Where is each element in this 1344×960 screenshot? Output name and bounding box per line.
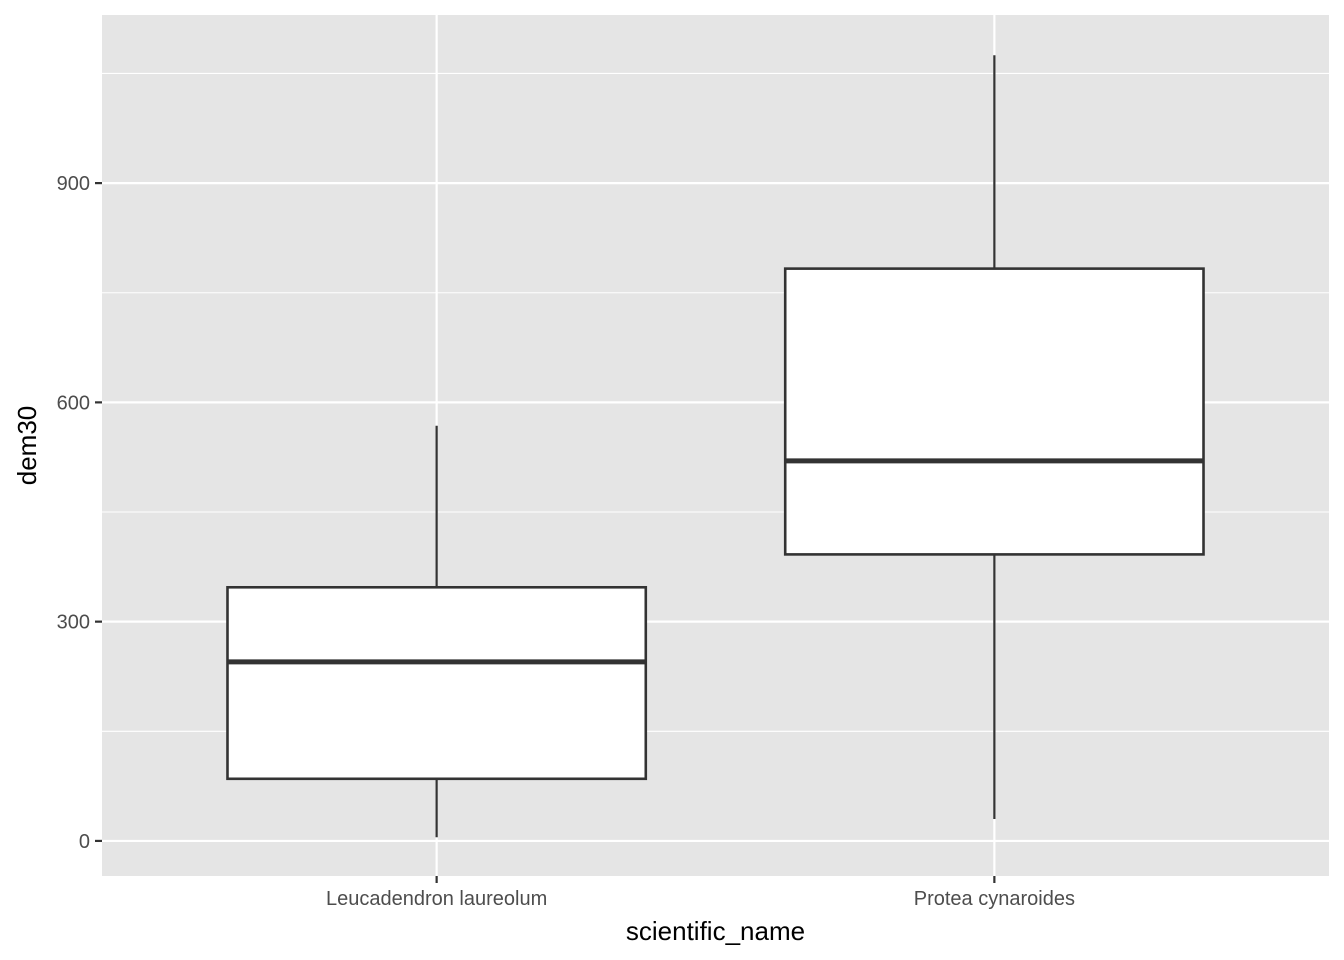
x-tick-label: Protea cynaroides (914, 888, 1075, 910)
box-1 (226, 425, 648, 838)
x-axis-title: scientific_name (626, 916, 805, 946)
box-2 (783, 55, 1205, 819)
boxes (226, 55, 1205, 838)
y-tick-label: 600 (57, 392, 90, 414)
box-body (226, 585, 648, 781)
y-axis-title: dem30 (12, 406, 42, 486)
x-tick-label: Leucadendron laureolum (326, 888, 547, 910)
box-body (783, 267, 1205, 556)
y-tick-label: 900 (57, 173, 90, 195)
y-tick-label: 0 (79, 831, 90, 853)
y-tick-label: 300 (57, 612, 90, 634)
axes: 0 300 600 900 Leucadendron laureolum Protea c… (57, 173, 1075, 910)
